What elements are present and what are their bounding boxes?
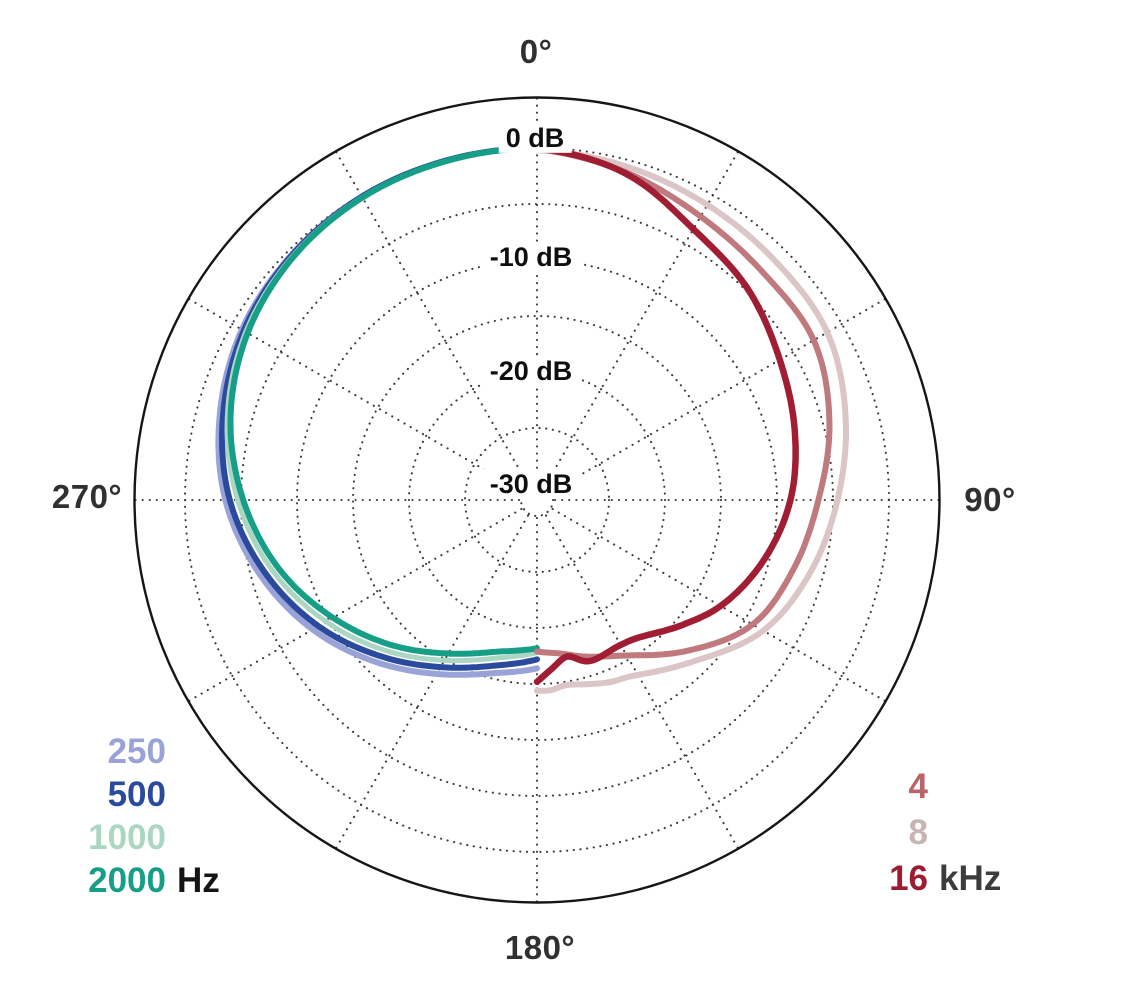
radial-label-10db: -10 dB [482,241,580,273]
curve-250-hz [215,145,540,678]
legend-item-500: 500 [60,774,220,817]
grid-spoke-60deg [551,297,887,493]
legend-value: 250 [107,732,166,771]
curve-2000-hz [227,145,540,657]
grid-ring--25db [463,426,611,574]
angle-label-90deg: 90° [964,481,1016,518]
grid-spoke-30deg [544,150,740,486]
legend-value: 4 [908,767,928,806]
legend-value: 2000 [88,861,166,900]
legend-value: 1000 [88,818,166,857]
legend-unit: kHz [939,859,1002,898]
grid-ring--30db [519,482,555,518]
radial-label-20db: -20 dB [482,355,580,387]
curve-16-khz [533,144,799,686]
curve-8-khz [534,147,849,694]
legend-value: 500 [107,775,166,814]
radial-label-0db: 0 dB [498,122,572,154]
curve-4-khz [534,146,833,660]
legend-frequencies-hz: 250 500 1000 2000 Hz [60,731,220,903]
angle-label-0deg: 0° [519,33,553,70]
legend-value: 16 [889,859,928,898]
angle-label-270deg: 270° [51,478,123,515]
legend-item-16: 16 kHz [820,858,1001,904]
outer-boundary-circle [133,96,941,904]
grid-spoke-240deg [187,507,523,703]
legend-frequencies-khz: 4 8 16 kHz [820,766,1001,904]
grid-ring--5db [239,202,835,798]
radial-label-30db: -30 dB [482,468,580,500]
legend-unit: Hz [177,861,220,900]
grid-spoke-330deg [334,150,530,486]
legend-item-4: 4 [820,766,1001,812]
angle-label-180deg: 180° [504,929,576,966]
grid-spoke-150deg [544,514,740,850]
legend-item-1000: 1000 [60,817,220,860]
grid-spoke-210deg [334,514,530,850]
legend-item-2000: 2000 Hz [60,860,220,903]
legend-item-250: 250 [60,731,220,774]
legend-value: 8 [908,813,928,852]
grid-ring--10db [295,258,779,742]
legend-item-8: 8 [820,812,1001,858]
grid-spoke-300deg [187,297,523,493]
